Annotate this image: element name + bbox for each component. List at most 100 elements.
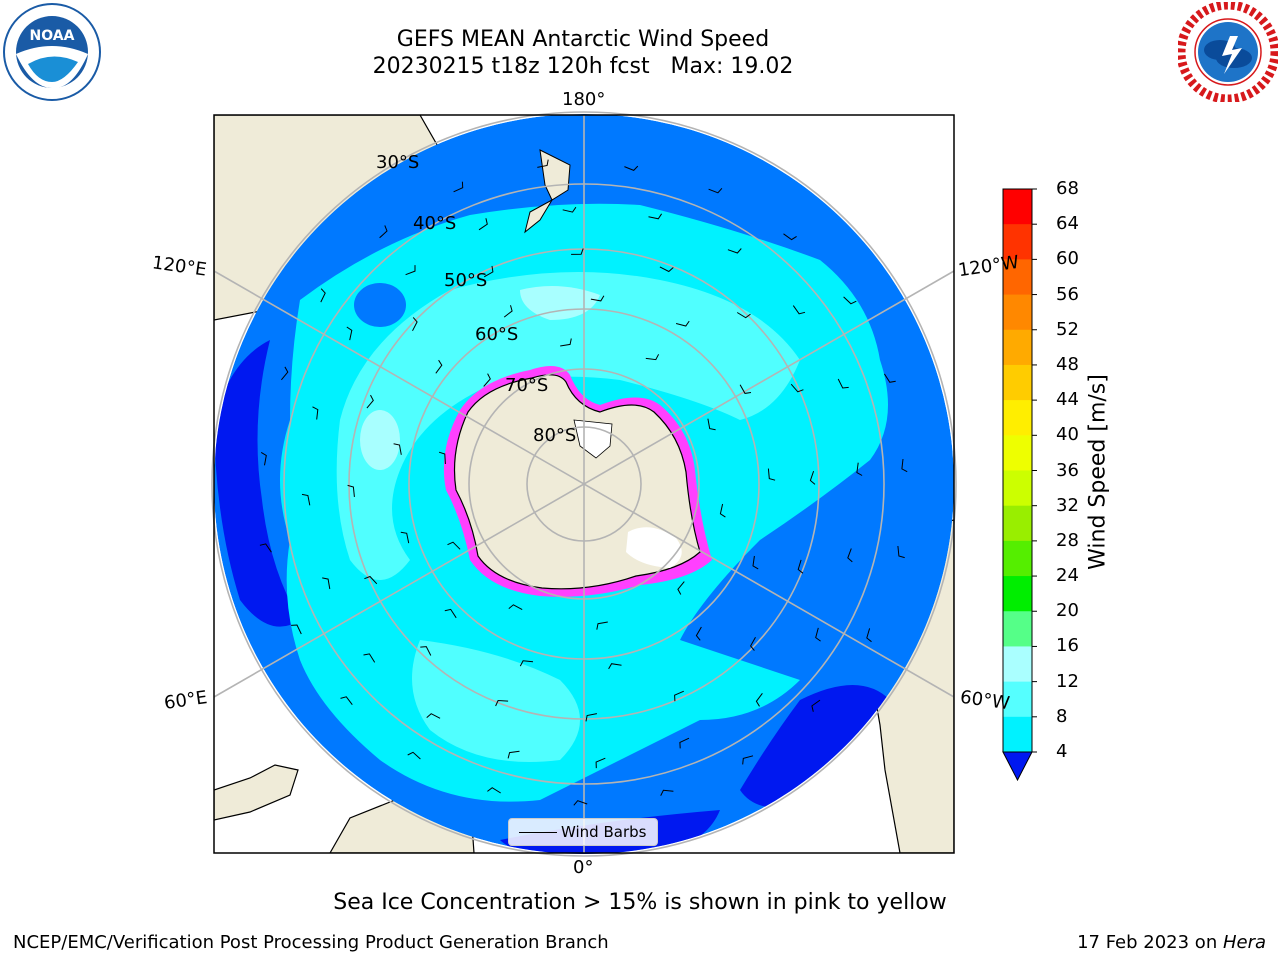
wind-barb (291, 624, 302, 635)
wind-barb (478, 218, 488, 231)
wind-barb (866, 628, 872, 643)
wind-barb (426, 713, 441, 719)
wind-barb (897, 545, 905, 559)
colorbar-bin (1003, 224, 1032, 260)
wind-barbs-legend: Wind Barbs (508, 818, 658, 846)
graticule (211, 111, 957, 857)
wind-band-0-4-west (214, 340, 300, 627)
colorbar-tick-label: 32 (1056, 494, 1079, 516)
wind-barb (487, 787, 501, 794)
wind-barb (507, 750, 520, 759)
chart-title-line1: GEFS MEAN Antarctic Wind Speed (396, 27, 770, 52)
wind-barb (301, 493, 311, 506)
colorbar-bin (1003, 400, 1032, 436)
wind-barb (322, 577, 331, 590)
colorbar-bin (1003, 329, 1032, 366)
wind-barb (366, 394, 374, 409)
wind-barb (677, 581, 685, 595)
wind-band-12-16-south (412, 640, 580, 762)
wind-barb (407, 751, 421, 760)
legend-line-marker (519, 832, 557, 833)
wind-barb (608, 663, 622, 670)
colorbar-tick-label: 24 (1056, 565, 1079, 587)
wind-barb (320, 288, 326, 303)
wind-barb (412, 317, 418, 332)
wind-barb (503, 305, 513, 318)
wind-barb (797, 559, 804, 574)
footer-machine: Hera (1222, 932, 1266, 953)
colorbar-bin (1003, 435, 1032, 471)
wind-barb (752, 555, 759, 570)
wind-barb (340, 696, 353, 706)
colorbar-tick-label: 12 (1056, 670, 1079, 692)
colorbar-tick-label: 64 (1056, 213, 1079, 235)
colorbar-tick-label: 40 (1056, 424, 1079, 446)
lat-label-40s: 40°S (413, 213, 457, 234)
wind-barb (364, 575, 378, 585)
wind-barb (495, 699, 509, 707)
wind-barb (645, 354, 660, 361)
wind-barb (312, 406, 319, 420)
wind-barb (660, 789, 674, 796)
wind-barb (347, 484, 355, 497)
wind-barb (595, 757, 606, 769)
wind-barb (346, 326, 353, 341)
nws-logo (1178, 2, 1278, 102)
wind-barb (596, 621, 608, 630)
wind-barb (571, 248, 584, 255)
wind-barb (837, 378, 849, 389)
colorbar-bin (1003, 189, 1032, 225)
wind-barb (736, 312, 751, 319)
wind-band-16-20 (520, 286, 600, 320)
wind-barb (420, 646, 432, 656)
chart-title-line2: 20230215 t18z 120h fcst Max: 19.02 (372, 54, 794, 79)
wind-barb (519, 660, 534, 667)
lat-label-50s: 50°S (444, 270, 488, 291)
wind-barb (783, 233, 797, 241)
footer-left: NCEP/EMC/Verification Post Processing Pr… (13, 932, 609, 953)
wind-barb (679, 737, 690, 749)
map-frame (213, 114, 955, 854)
wind-barb (856, 462, 863, 476)
wind-barb (259, 543, 272, 553)
wind-barb (742, 755, 754, 765)
colorbar-tick-label: 68 (1056, 178, 1079, 199)
wind-barb (708, 187, 723, 194)
wind-barb (438, 451, 446, 465)
wind-barb (792, 305, 806, 315)
colorbar-tick-label: 52 (1056, 318, 1079, 340)
wind-barb (562, 206, 577, 213)
lon-label-180: 180° (562, 89, 606, 110)
wind-barb (675, 320, 690, 327)
wind-barb (719, 503, 726, 518)
madagascar-land (214, 764, 299, 821)
wind-barb (483, 265, 494, 278)
colorbar-tick-label: 4 (1056, 741, 1068, 762)
colorbar-bin (1003, 470, 1032, 507)
colorbar (1002, 188, 1037, 782)
wind-barb (585, 713, 597, 722)
wind-barb (281, 366, 289, 381)
wind-barb (590, 295, 605, 302)
colorbar-tick-label: 28 (1056, 529, 1079, 551)
colorbar-tick-label: 20 (1056, 600, 1079, 622)
wind-barb (435, 359, 443, 374)
colorbar-bin (1003, 505, 1032, 542)
wind-barb (815, 627, 821, 642)
wind-barb (379, 225, 388, 239)
wind-barb (393, 443, 402, 455)
colorbar-bin (1003, 611, 1032, 647)
wind-barb (648, 213, 663, 220)
colorbar-bin (1003, 681, 1032, 718)
noaa-logo-text: NOAA (30, 28, 75, 44)
footer-date: 17 Feb 2023 on (1077, 932, 1223, 953)
colorbar-bin (1003, 716, 1032, 753)
colorbar-bin (1003, 540, 1032, 577)
noaa-logo: NOAA (3, 3, 101, 101)
wind-barb (363, 653, 376, 663)
legend-label: Wind Barbs (561, 823, 647, 841)
colorbar-extend-arrow (1002, 751, 1033, 782)
colorbar-tick-label: 44 (1056, 389, 1079, 411)
colorbar-tick-label: 60 (1056, 248, 1079, 270)
